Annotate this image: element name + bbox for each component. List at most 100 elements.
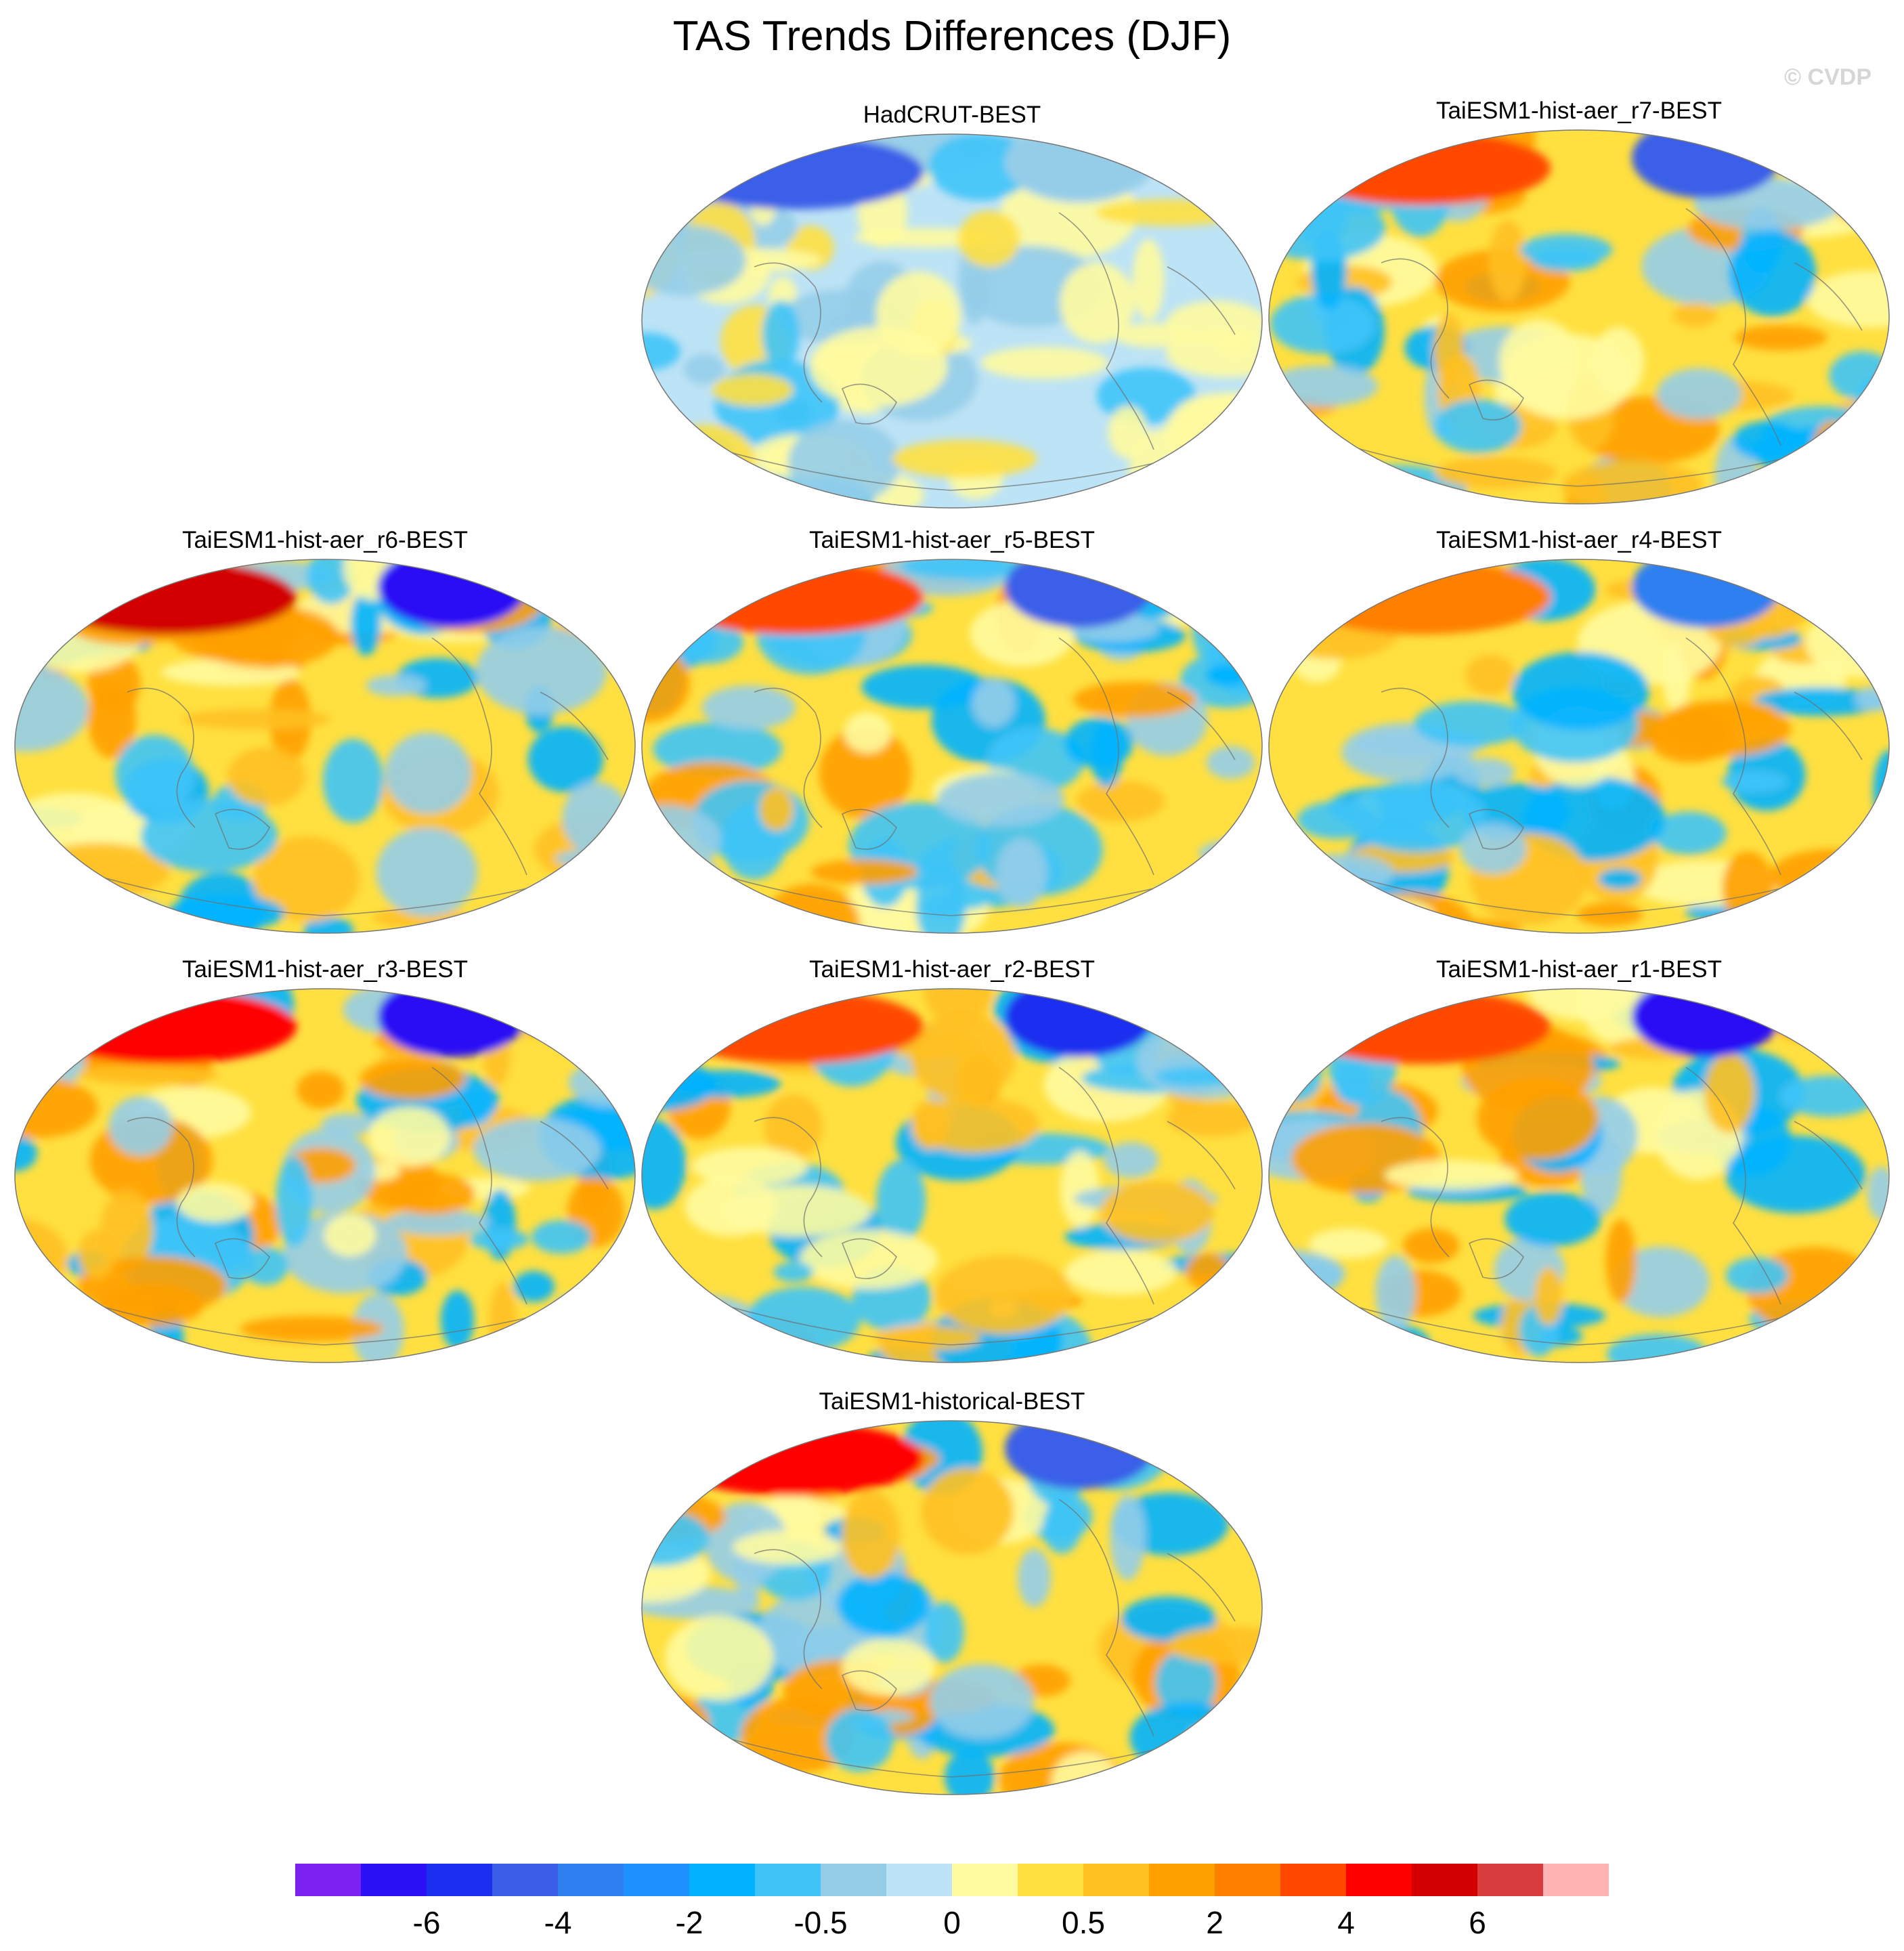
coastline xyxy=(841,809,897,850)
coastline xyxy=(720,1736,1182,1778)
anomaly-blob xyxy=(875,272,961,358)
coastline xyxy=(720,1304,1182,1346)
anomaly-blob xyxy=(642,1434,674,1527)
anomaly-blob xyxy=(385,732,472,814)
anomaly-blob xyxy=(1320,906,1419,931)
eurasia-anomaly xyxy=(39,989,297,1064)
anomaly-blob xyxy=(787,420,901,505)
anomaly-blob xyxy=(1206,746,1255,779)
map-border xyxy=(1268,559,1890,934)
coastline xyxy=(1167,1121,1236,1190)
anomaly-blob xyxy=(642,423,683,505)
anomaly-blob xyxy=(552,1011,635,1048)
anomaly-blob xyxy=(360,1058,466,1100)
figure-title: TAS Trends Differences (DJF) xyxy=(672,13,1232,60)
coastline xyxy=(540,1121,609,1190)
coastline xyxy=(1468,379,1524,421)
panel-title: TaiESM1-hist-aer_r5-BEST xyxy=(808,527,1096,553)
anomaly-blob xyxy=(1651,811,1727,855)
anomaly-blob xyxy=(376,827,478,917)
eurasia-anomaly xyxy=(666,560,924,635)
colorbar xyxy=(295,1864,1609,1896)
anomaly-blob xyxy=(1825,559,1863,581)
anomaly-blob xyxy=(995,838,1047,908)
anomaly-blob xyxy=(773,1262,814,1283)
anomaly-blob xyxy=(1770,849,1889,903)
anomaly-blob xyxy=(1435,456,1557,489)
anomaly-blob xyxy=(642,1443,729,1472)
anomaly-blob xyxy=(810,859,918,885)
anomaly-blob xyxy=(76,1065,219,1086)
anomaly-blob xyxy=(1807,1341,1864,1362)
anomaly-blob xyxy=(1704,1053,1755,1134)
coastline xyxy=(93,874,555,916)
anomaly-blob xyxy=(1115,559,1210,584)
anomaly-blob xyxy=(1334,1059,1372,1105)
anomaly-blob xyxy=(366,674,426,697)
colorbar-box xyxy=(361,1864,427,1896)
anomaly-blob xyxy=(1605,1219,1637,1303)
coastline xyxy=(1794,691,1863,760)
anomaly-blob xyxy=(303,917,354,933)
anomaly-blob xyxy=(697,460,729,508)
anomaly-blob xyxy=(1672,303,1718,327)
colorbar-tick-label: 6 xyxy=(1469,1905,1486,1940)
colorbar-box xyxy=(1477,1864,1543,1896)
anomaly-blob xyxy=(1735,324,1827,351)
anomaly-blob xyxy=(701,685,796,730)
colorbar-tick-label: 4 xyxy=(1337,1905,1355,1940)
anomaly-blob xyxy=(1166,300,1262,345)
projected-map xyxy=(641,988,1263,1363)
map-border xyxy=(641,988,1263,1363)
map-border xyxy=(14,988,636,1363)
anomaly-blob xyxy=(322,739,384,823)
anomaly-blob xyxy=(307,559,356,604)
anomaly-blob xyxy=(1100,1180,1215,1243)
anomaly-blob xyxy=(1097,484,1184,508)
anomaly-blob xyxy=(924,1602,964,1663)
coastline xyxy=(127,687,196,828)
anomaly-blob xyxy=(1269,1049,1322,1102)
anomaly-blob xyxy=(527,726,604,793)
map-panel: TaiESM1-hist-aer_r3-BEST xyxy=(12,956,638,1376)
anomaly-blob xyxy=(1154,1067,1241,1087)
anomaly-blob xyxy=(1806,270,1889,328)
anomaly-blob xyxy=(242,1247,289,1285)
map-border xyxy=(1268,988,1890,1363)
anomaly-blob xyxy=(774,398,813,426)
colorbar-labels: -6 -4 -2 -0.5 0 0.5 2 4 6 xyxy=(295,1904,1609,1945)
coastline xyxy=(1685,637,1781,876)
anomaly-blob xyxy=(876,1160,926,1242)
anomaly-blob xyxy=(944,1750,995,1795)
anomaly-blob xyxy=(1598,868,1642,890)
anomaly-blob xyxy=(1018,1548,1051,1608)
anomaly-blob xyxy=(1465,654,1515,695)
anomaly-blob xyxy=(1775,891,1811,914)
anomaly-blob xyxy=(1831,617,1867,640)
panel-title: TaiESM1-hist-aer_r2-BEST xyxy=(808,956,1096,983)
anomaly-blob xyxy=(844,712,892,753)
anomaly-blob xyxy=(1270,294,1375,354)
map-border xyxy=(641,1420,1263,1795)
anomaly-blob xyxy=(685,907,731,933)
coastline xyxy=(1794,1121,1863,1190)
anomaly-blob xyxy=(1167,1100,1258,1137)
eurasia-anomaly xyxy=(1293,560,1551,635)
coastline xyxy=(431,637,527,876)
anomaly-blob xyxy=(183,708,332,730)
anomaly-blob xyxy=(1725,1257,1788,1294)
eurasia-anomaly xyxy=(666,1421,924,1496)
coastline xyxy=(754,1117,823,1258)
copyright-watermark: © CVDP xyxy=(1784,64,1871,90)
projected-map xyxy=(641,133,1263,509)
colorbar-tick-label: 0.5 xyxy=(1062,1905,1105,1940)
anomaly-blob xyxy=(1576,902,1643,926)
anomaly-blob xyxy=(980,346,1108,379)
anomaly-blob xyxy=(642,333,680,370)
coastline xyxy=(841,1238,897,1279)
anomaly-blob xyxy=(1607,1333,1708,1363)
anomaly-blob xyxy=(924,989,993,1026)
anomaly-blob xyxy=(1274,1287,1340,1363)
anomaly-blob xyxy=(595,901,635,933)
anomaly-blob xyxy=(1090,721,1123,788)
